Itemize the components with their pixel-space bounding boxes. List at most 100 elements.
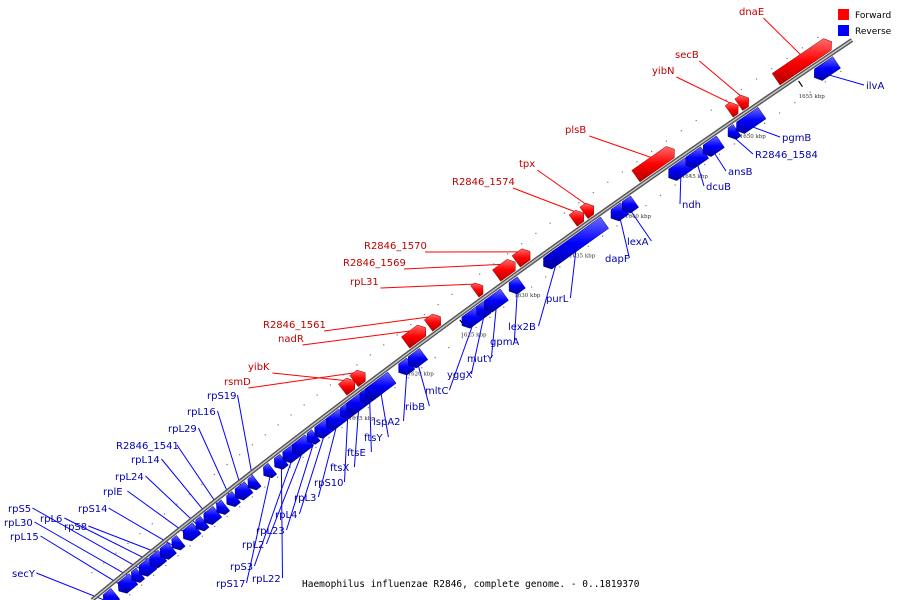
minor-mark [328, 436, 330, 439]
gene-ftsy [365, 371, 397, 401]
gene-label-ilva: ilvA [866, 81, 884, 92]
gene-rpl16 [234, 481, 254, 501]
legend-reverse-swatch [838, 25, 849, 36]
gene-r2846-1569 [492, 259, 516, 282]
minor-mark [91, 572, 93, 574]
legend-forward-label: Forward [855, 11, 891, 21]
leader-ftse [369, 400, 372, 453]
gene-label-rpl23: rpL23 [256, 526, 285, 537]
minor-mark [394, 387, 396, 389]
gene-label-pgmb: pgmB [782, 133, 811, 144]
minor-mark [659, 194, 662, 196]
gene-label-rps14: rpS14 [78, 504, 108, 515]
leader-lex2b [538, 263, 557, 327]
minor-mark [786, 57, 788, 59]
minor-mark [503, 306, 505, 308]
minor-mark [755, 78, 758, 80]
minor-mark [303, 404, 305, 406]
gene-label-rpl31: rpL31 [350, 277, 379, 288]
minor-mark [840, 70, 842, 73]
minor-mark [226, 515, 228, 518]
leader-dnae [763, 17, 803, 57]
gene-label-rpl15: rpL15 [10, 532, 39, 543]
leader-dapf [619, 217, 630, 259]
gene-label-dapf: dapF [605, 254, 630, 265]
minor-mark [763, 122, 766, 124]
minor-mark [139, 533, 141, 535]
gene-secy [102, 587, 121, 600]
minor-mark [290, 414, 292, 416]
minor-mark [563, 212, 566, 214]
gene-label-yibk: yibK [248, 362, 270, 373]
tick-label-1615-kbp: 1615 kbp [349, 416, 376, 422]
gene-label-lexa: lexA [627, 237, 649, 248]
leader-secy [36, 572, 106, 600]
minor-mark [213, 473, 215, 476]
leader-yibk [272, 372, 347, 382]
leader-tpx [537, 169, 588, 206]
gene-rps8 [159, 541, 177, 560]
minor-mark [621, 171, 623, 173]
leader-rpl16 [217, 410, 245, 497]
minor-mark [341, 426, 343, 429]
gene-label-rps10: rpS10 [314, 478, 344, 489]
gene-label-rpl30: rpL30 [4, 518, 33, 529]
leader-rpl14 [161, 458, 214, 522]
gene-label-purl: purL [546, 294, 569, 305]
gene-label-r2846-1561: R2846_1561 [263, 320, 326, 331]
leader-rpl30 [34, 521, 139, 582]
gene-rpl14 [203, 505, 223, 525]
gene-label-dcub: dcuB [706, 182, 731, 193]
gene-yibn [724, 101, 739, 118]
gene-label-ndh: ndh [682, 200, 701, 211]
minor-mark [383, 344, 385, 346]
gene-label-rple: rplE [103, 487, 123, 498]
leader-yibn [676, 76, 732, 105]
gene-label-r2846-1541: R2846_1541 [116, 441, 179, 452]
gene-secb [734, 94, 749, 111]
minor-mark [434, 357, 436, 359]
leader-rpl3 [317, 425, 338, 498]
gene-label-ftsy: ftsY [364, 433, 383, 444]
gene-label-lex2b: lex2B [508, 322, 536, 333]
minor-mark [771, 68, 773, 70]
gene-label-rps3: rpS3 [230, 562, 253, 573]
leader-gpma [513, 291, 518, 342]
gene-ilva [813, 56, 841, 81]
leader-rple [127, 490, 193, 539]
minor-mark [201, 483, 203, 485]
minor-mark [201, 535, 204, 537]
minor-mark [794, 101, 796, 104]
gene-nadr [401, 324, 427, 349]
gene-lspa2 [398, 357, 416, 376]
leader-rpl31 [380, 283, 477, 289]
legend-reverse-label: Reverse [855, 27, 892, 37]
minor-mark [189, 545, 191, 547]
minor-mark [264, 486, 266, 488]
gene-label-r2846-1574: R2846_1574 [452, 177, 515, 188]
tick-1655-kbp [798, 80, 803, 88]
gene-label-r2846-1584: R2846_1584 [755, 150, 818, 161]
minor-mark [251, 496, 253, 498]
leader-ndh [679, 175, 682, 205]
gene-plsb [631, 146, 675, 183]
tick-label-1645-kbp: 1645 kbp [682, 174, 709, 180]
leader-rpl23 [286, 442, 315, 531]
minor-mark [645, 204, 647, 207]
leader-ilva [827, 74, 865, 86]
minor-mark [214, 525, 216, 527]
gene-label-lspa2: lspA2 [373, 417, 401, 428]
minor-mark [396, 334, 398, 336]
minor-mark [103, 562, 105, 564]
leader-ftsy [380, 391, 389, 438]
gene-label-rpl16: rpL16 [187, 407, 216, 418]
minor-mark [251, 444, 254, 446]
minor-mark [674, 184, 676, 186]
gene-gpma [508, 276, 526, 295]
minor-mark [549, 222, 551, 224]
minor-mark [369, 354, 371, 356]
minor-mark [689, 174, 691, 176]
minor-mark [115, 552, 117, 554]
gene-rsmd [349, 369, 366, 388]
